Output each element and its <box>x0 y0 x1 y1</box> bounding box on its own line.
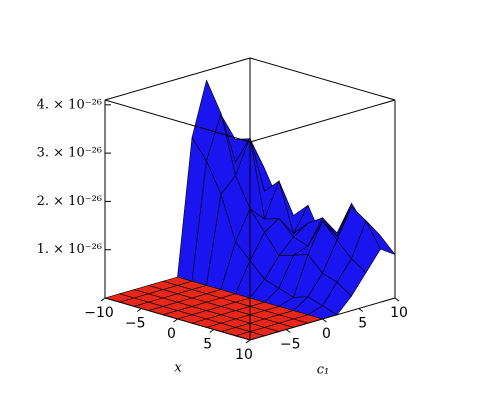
y-tick-label: −5 <box>280 337 301 353</box>
x-tick-label: 0 <box>167 326 176 342</box>
x-tick <box>136 308 142 312</box>
x-tick <box>209 329 215 333</box>
box-edge <box>104 57 251 101</box>
y-tick-label: 10 <box>390 305 408 321</box>
x-tick-label: 5 <box>203 337 212 353</box>
x-tick <box>245 339 251 344</box>
y-tick <box>358 308 364 312</box>
z-tick-label: 1. × 10⁻²⁶ <box>37 242 102 257</box>
y-tick-label: 0 <box>322 326 331 342</box>
x-tick-label: −5 <box>125 316 146 332</box>
x-tick-label: −10 <box>84 305 114 321</box>
y-tick <box>285 329 291 333</box>
z-tick-label: 2. × 10⁻²⁶ <box>37 194 102 209</box>
y-tick-label: 5 <box>358 316 367 332</box>
box-edge <box>249 99 396 143</box>
y-tick <box>394 297 400 302</box>
box-edge <box>104 99 251 143</box>
x-tick <box>173 318 178 323</box>
x-tick <box>100 297 106 302</box>
box-edge <box>249 57 396 101</box>
x-tick-label: 10 <box>235 347 253 363</box>
x-axis-label: x <box>174 361 182 376</box>
z-tick-label: 4. × 10⁻²⁶ <box>37 97 102 112</box>
y-tick <box>322 318 327 323</box>
z-tick-label: 3. × 10⁻²⁶ <box>37 146 102 161</box>
y-axis-label: c₁ <box>317 363 330 378</box>
